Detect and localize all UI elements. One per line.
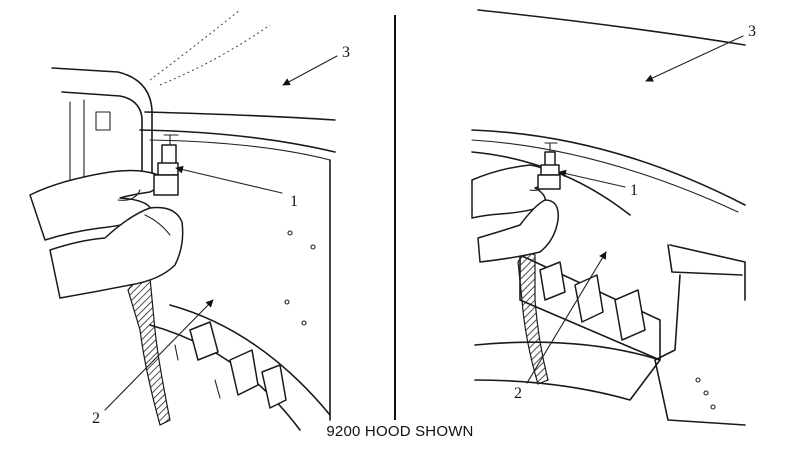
right-fitting <box>537 142 561 190</box>
left-callout-2: 2 <box>92 410 100 427</box>
right-view: 1 2 3 <box>471 9 756 426</box>
left-fitting <box>153 134 179 196</box>
right-hands <box>471 164 559 263</box>
left-hands <box>29 169 184 299</box>
left-callouts: 1 2 3 <box>92 44 350 427</box>
left-callout-3: 3 <box>342 44 350 61</box>
right-callout-1: 1 <box>630 182 638 199</box>
left-cab-frame <box>51 67 153 191</box>
figure-caption: 9200 HOOD SHOWN <box>326 423 474 440</box>
left-view: 1 2 3 <box>29 9 350 431</box>
right-callout-2: 2 <box>514 385 522 402</box>
left-hose <box>127 276 171 426</box>
right-hood-outline <box>471 9 746 426</box>
left-hood-outline <box>139 9 336 421</box>
left-callout-1: 1 <box>290 193 298 210</box>
left-grille <box>149 304 331 431</box>
right-callouts: 1 2 3 <box>514 23 756 402</box>
right-grille <box>474 254 661 401</box>
right-callout-3: 3 <box>748 23 756 40</box>
